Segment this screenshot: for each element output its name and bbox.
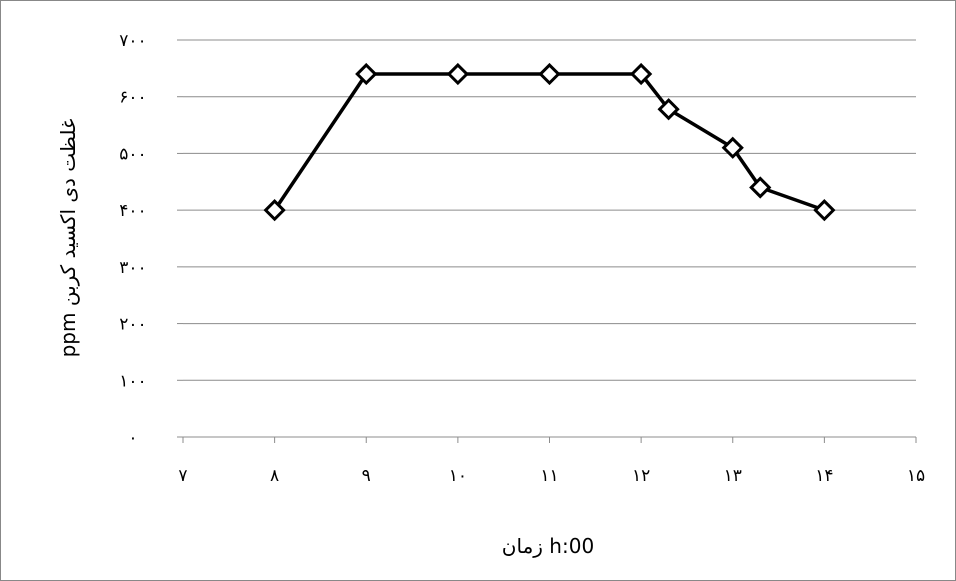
data-point-marker: [630, 62, 653, 86]
x-tick-label: ۱۳: [724, 466, 742, 486]
y-tick-label: ۳۰۰: [119, 258, 146, 278]
x-axis-title: زمان h:00: [502, 534, 594, 558]
data-point-marker: [263, 199, 286, 222]
x-tick-label: ۱۲: [632, 466, 650, 486]
y-tick-label: ۴۰۰: [119, 201, 146, 221]
axes: [177, 39, 917, 443]
data-point-marker: [657, 98, 680, 121]
y-tick-label: ۶۰۰: [119, 88, 146, 108]
series-line: [273, 72, 825, 212]
tick-labels: ۰ ۱۰۰ ۲۰۰ ۳۰۰ ۴۰۰ ۵۰۰ ۶۰۰ ۷۰۰ ۷ ۸ ۹ ۱۰ ۱۱ ۱۲ ۱۳ ۱۴ ۱۵: [119, 31, 925, 486]
data-point-marker: [446, 62, 469, 86]
y-tick-label: ۱۰۰: [119, 371, 146, 391]
y-tick-label: ۷۰۰: [119, 31, 146, 51]
x-tick-label: ۸: [270, 466, 279, 486]
y-axis-title: غلظت دی اکسید کربن ppm: [56, 119, 80, 358]
data-point-marker: [355, 62, 378, 86]
x-tick-label: ۱۵: [907, 466, 925, 486]
data-point-marker: [721, 136, 744, 159]
data-point-marker: [538, 62, 561, 86]
y-tick-label: ۵۰۰: [119, 144, 146, 164]
data-point-marker: [813, 199, 836, 222]
x-tick-label: ۱۴: [815, 466, 833, 486]
data-point-marker: [749, 176, 772, 199]
x-tick-label: ۷: [178, 466, 187, 486]
x-tick-label: ۹: [362, 466, 371, 486]
y-tick-label: ۲۰۰: [119, 315, 146, 335]
x-tick-label: ۱۱: [540, 466, 558, 486]
y-tick-label: ۰: [128, 428, 137, 448]
x-tick-label: ۱۰: [449, 466, 467, 486]
gridlines: [183, 39, 916, 381]
series-group: [263, 62, 836, 222]
